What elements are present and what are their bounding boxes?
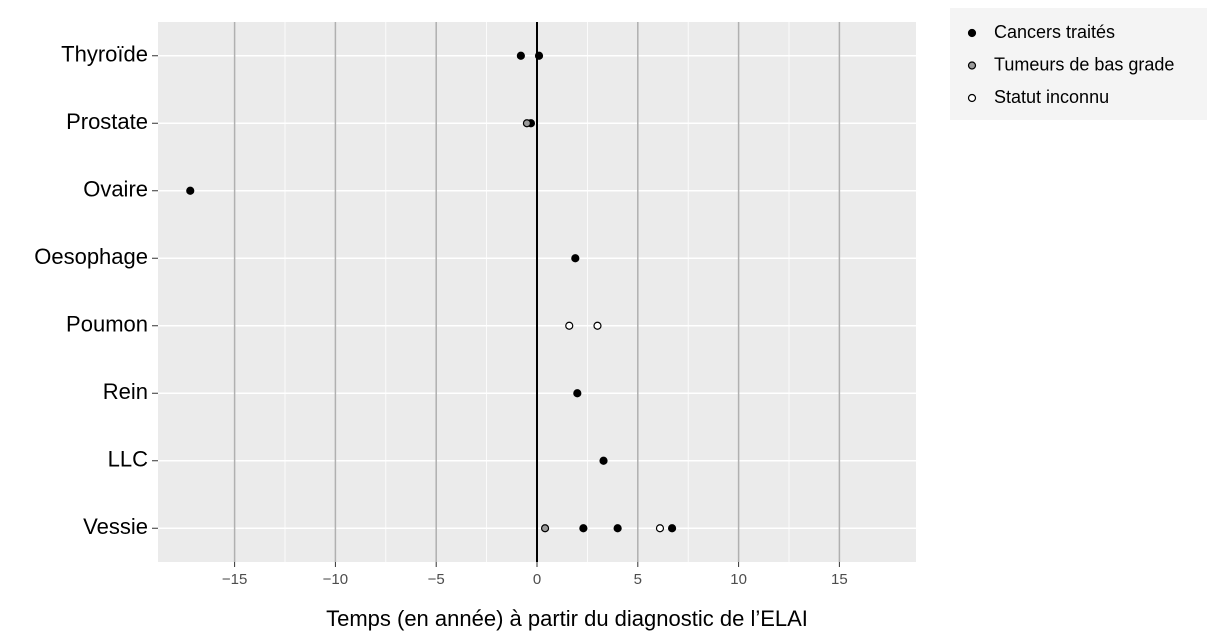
point xyxy=(565,321,574,330)
legend-marker xyxy=(967,61,977,70)
point xyxy=(579,524,588,533)
y-tick-label: Rein xyxy=(103,379,148,404)
legend-label: Statut inconnu xyxy=(994,87,1109,107)
y-tick-label: Ovaire xyxy=(83,177,148,202)
point xyxy=(613,524,622,533)
point xyxy=(667,524,677,533)
x-tick-label: −5 xyxy=(428,571,445,588)
legend-box xyxy=(950,8,1207,120)
point xyxy=(522,119,532,128)
y-tick-label: Vessie xyxy=(83,514,148,539)
point xyxy=(540,524,550,533)
y-tick-label: Oesophage xyxy=(34,244,148,269)
y-tick-label: Poumon xyxy=(66,312,148,337)
legend-label: Tumeurs de bas grade xyxy=(994,54,1174,74)
legend-label: Cancers traités xyxy=(994,22,1115,42)
x-tick-label: 10 xyxy=(730,571,747,588)
x-tick-label: 5 xyxy=(634,571,642,588)
x-tick-label: −15 xyxy=(222,571,247,588)
point xyxy=(573,389,582,398)
x-axis-title: Temps (en année) à partir du diagnostic … xyxy=(326,606,808,631)
x-tick-label: −10 xyxy=(323,571,348,588)
point xyxy=(599,456,608,465)
legend-marker xyxy=(967,93,977,103)
x-tick-label: 0 xyxy=(533,571,541,588)
y-tick-label: Thyroïde xyxy=(61,42,148,67)
point xyxy=(186,186,195,195)
point xyxy=(516,51,525,60)
x-tick-label: 15 xyxy=(831,571,848,588)
point xyxy=(571,254,580,263)
legend-marker xyxy=(967,28,977,38)
y-tick-label: Prostate xyxy=(66,109,148,134)
point xyxy=(655,524,665,533)
point xyxy=(534,51,544,60)
y-tick-label: LLC xyxy=(108,447,148,472)
point xyxy=(593,321,602,330)
